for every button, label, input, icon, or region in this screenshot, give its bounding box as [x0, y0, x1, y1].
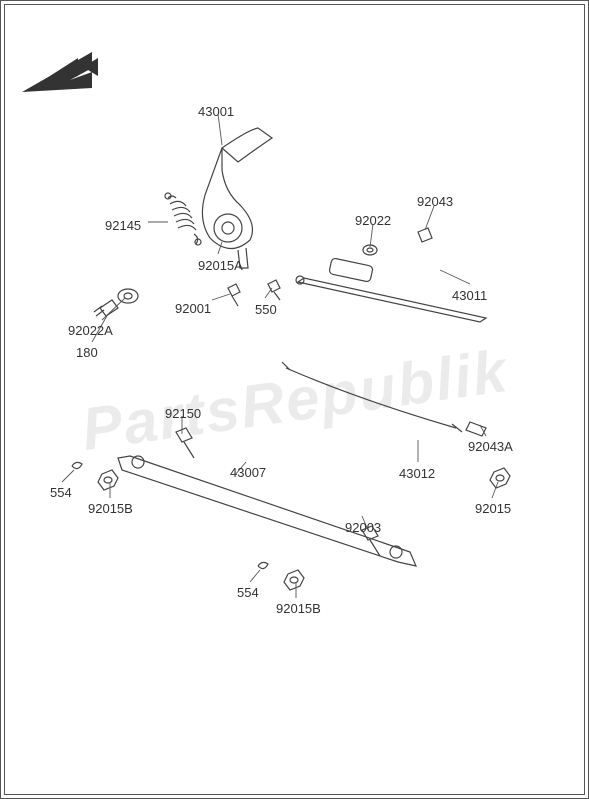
- leader-lines: [62, 114, 498, 598]
- part-label: 92001: [175, 301, 211, 316]
- part-bolt-92150: [176, 428, 194, 458]
- part-nut-right: [490, 468, 510, 488]
- part-label: 180: [76, 345, 98, 360]
- part-label: 92015B: [88, 501, 133, 516]
- part-nut-pin-lower: [258, 562, 304, 590]
- part-label: 92043: [417, 194, 453, 209]
- part-label: 554: [237, 585, 259, 600]
- part-label: 92015A: [198, 258, 243, 273]
- part-label: 92145: [105, 218, 141, 233]
- part-nut-pin-left: [72, 462, 118, 490]
- part-label: 92150: [165, 406, 201, 421]
- part-label: 92015: [475, 501, 511, 516]
- part-label: 92003: [345, 520, 381, 535]
- part-brake-pedal: [202, 128, 272, 268]
- part-label: 92043A: [468, 439, 513, 454]
- part-bolt-washer-left: [94, 289, 138, 316]
- part-label: 92022A: [68, 323, 113, 338]
- part-label: 92015B: [276, 601, 321, 616]
- part-label: 43012: [399, 466, 435, 481]
- part-label: 554: [50, 485, 72, 500]
- part-torque-rod: [118, 456, 416, 566]
- part-spring: [165, 193, 201, 245]
- part-cable-rod: [282, 362, 486, 436]
- part-washer-pin-upper: [363, 228, 432, 255]
- part-label: 43011: [452, 288, 487, 303]
- part-label: 43001: [198, 104, 234, 119]
- parts-diagram: [0, 0, 589, 799]
- part-label: 550: [255, 302, 277, 317]
- part-label: 43007: [230, 465, 266, 480]
- nav-arrow-icon: [22, 52, 98, 92]
- part-label: 92022: [355, 213, 391, 228]
